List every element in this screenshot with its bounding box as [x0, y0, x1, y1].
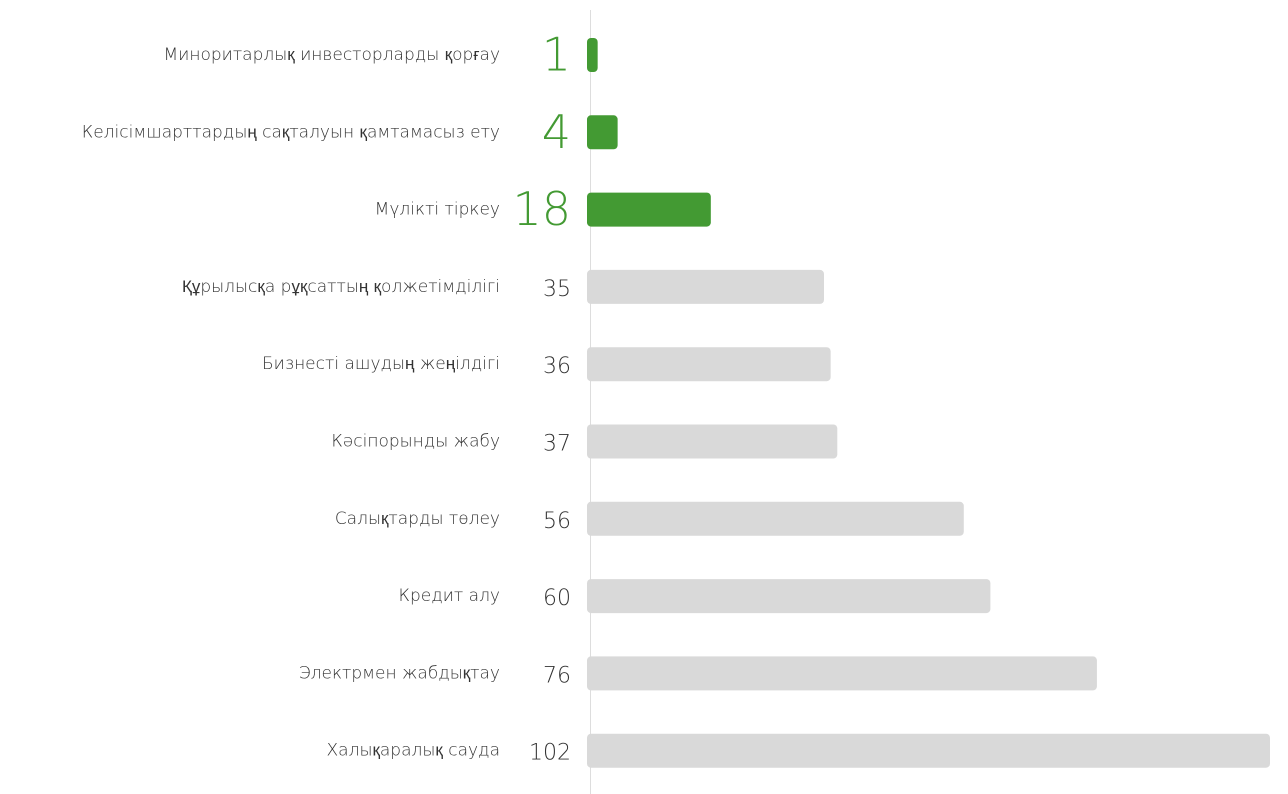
bar: [587, 424, 838, 459]
category-label: Кредит алу: [399, 586, 501, 606]
category-label: Бизнесті ашудың жеңілдігі: [262, 354, 500, 374]
bar: [587, 579, 991, 614]
bar: [587, 38, 598, 72]
category-label: Миноритарлық инвесторларды қорғау: [163, 45, 500, 65]
category-label: Құрылысқа рұқсаттың қолжетімділігі: [182, 277, 500, 297]
bar: [587, 501, 964, 536]
category-label: Кәсіпорынды жабу: [331, 432, 500, 452]
bar: [587, 733, 1270, 768]
value-label: 37: [543, 432, 571, 457]
category-label: Келісімшарттардың сақталуын қамтамасыз е…: [82, 122, 500, 142]
category-label: Мүлікті тіркеу: [375, 200, 500, 220]
value-label: 102: [529, 741, 571, 766]
value-label: 1: [542, 28, 571, 82]
bar: [587, 269, 824, 304]
bar: [587, 347, 831, 382]
value-label: 60: [543, 586, 571, 611]
value-label: 76: [543, 663, 571, 688]
value-label: 56: [543, 509, 571, 534]
bar: [587, 115, 618, 150]
value-label: 4: [542, 105, 571, 159]
value-label: 36: [543, 354, 571, 379]
category-label: Электрмен жабдықтау: [299, 663, 500, 683]
value-label: 35: [543, 277, 571, 302]
bar: [587, 656, 1097, 691]
bar: [587, 192, 711, 227]
category-label: Халықаралық сауда: [327, 741, 500, 761]
category-label: Салықтарды төлеу: [335, 509, 500, 529]
value-label: 18: [512, 182, 571, 236]
